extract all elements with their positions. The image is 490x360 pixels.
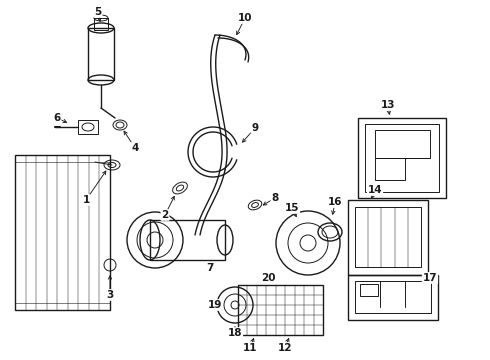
Bar (94, 18, 108, 30)
Bar (348, 275, 438, 320)
Bar (150, 220, 225, 260)
Text: 3: 3 (106, 290, 114, 300)
Text: 9: 9 (251, 123, 259, 133)
Bar (15, 155, 110, 310)
Text: 8: 8 (271, 193, 279, 203)
Text: 10: 10 (238, 13, 252, 23)
Text: 17: 17 (423, 273, 437, 283)
Bar (355, 207, 421, 267)
Bar (358, 118, 446, 198)
Text: 6: 6 (53, 113, 61, 123)
Bar (348, 200, 428, 275)
Text: 14: 14 (368, 185, 382, 195)
Bar (355, 281, 431, 313)
Bar (88, 28, 114, 80)
Text: 5: 5 (95, 7, 101, 17)
Text: 19: 19 (208, 300, 222, 310)
Text: 15: 15 (285, 203, 299, 213)
Text: 18: 18 (228, 328, 242, 338)
Text: 4: 4 (131, 143, 139, 153)
Text: 1: 1 (82, 195, 90, 205)
Bar (238, 285, 323, 335)
Text: 20: 20 (261, 273, 275, 283)
Bar (375, 130, 430, 158)
Bar (360, 284, 378, 296)
Bar (78, 120, 98, 134)
Bar (375, 158, 405, 180)
Text: 16: 16 (328, 197, 342, 207)
Text: 2: 2 (161, 210, 169, 220)
Text: 7: 7 (206, 263, 214, 273)
Text: 12: 12 (278, 343, 292, 353)
Text: 13: 13 (381, 100, 395, 110)
Bar (365, 124, 439, 192)
Text: 11: 11 (243, 343, 257, 353)
